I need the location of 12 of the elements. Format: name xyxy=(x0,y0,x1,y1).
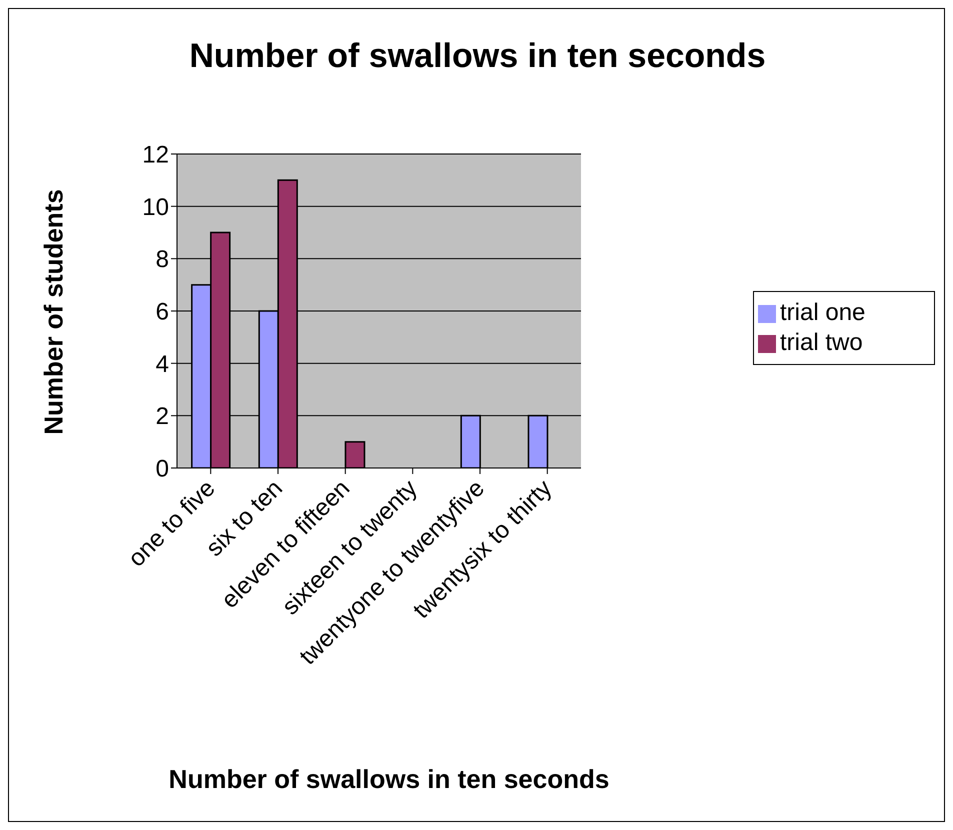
y-tick-label: 12 xyxy=(142,142,169,169)
y-tick-label: 0 xyxy=(156,456,169,483)
legend-label: trial one xyxy=(780,299,866,326)
y-tick-label: 2 xyxy=(156,403,169,430)
y-axis-title: Number of students xyxy=(38,189,70,435)
legend-label: trial two xyxy=(780,329,863,356)
y-tick-label: 4 xyxy=(156,350,169,378)
y-tick-label: 8 xyxy=(156,246,169,274)
y-tick-label: 10 xyxy=(142,194,169,221)
x-axis-title: Number of swallows in ten seconds xyxy=(168,764,610,795)
chart-title: Number of swallows in ten seconds xyxy=(188,37,767,76)
y-tick-label: 6 xyxy=(156,298,169,326)
